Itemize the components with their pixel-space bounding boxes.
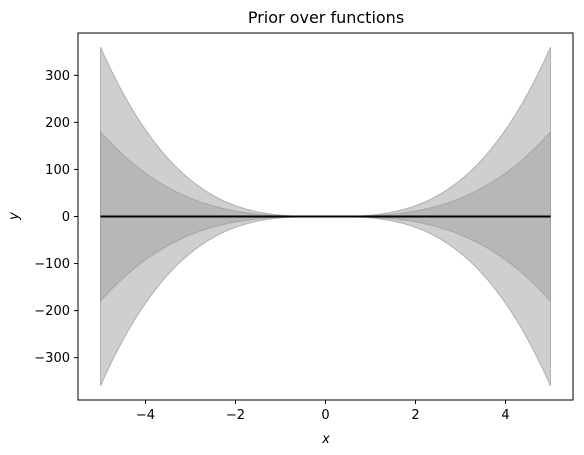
x-axis-label: x — [321, 432, 330, 447]
y-tick-label: 300 — [45, 69, 70, 84]
x-tick-label: 2 — [411, 408, 419, 423]
x-tick-label: 0 — [321, 408, 329, 423]
x-tick-label: −2 — [226, 408, 245, 423]
y-tick-label: 0 — [62, 210, 70, 225]
x-axis: −4 −2 0 2 4 — [136, 400, 510, 423]
y-tick-label: −100 — [34, 257, 70, 272]
plot-area — [77, 32, 574, 401]
x-tick-label: −4 — [136, 408, 155, 423]
chart-title: Prior over functions — [248, 8, 404, 27]
y-tick-label: 200 — [45, 116, 70, 131]
y-tick-label: −200 — [34, 304, 70, 319]
y-axis-label: y — [7, 212, 22, 221]
y-tick-label: −300 — [34, 351, 70, 366]
y-tick-label: 100 — [45, 163, 70, 178]
x-tick-label: 4 — [501, 408, 509, 423]
y-axis: −300 −200 −100 0 100 200 300 — [34, 69, 78, 366]
